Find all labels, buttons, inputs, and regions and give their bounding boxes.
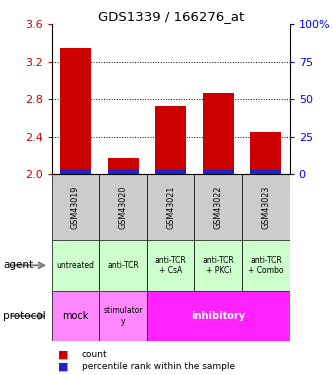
Bar bbox=[250, 169, 281, 174]
Bar bbox=[52, 291, 99, 341]
Text: anti-TCR
+ PKCi: anti-TCR + PKCi bbox=[202, 256, 234, 275]
Bar bbox=[242, 240, 290, 291]
Bar bbox=[99, 291, 147, 341]
Text: GSM43023: GSM43023 bbox=[261, 186, 270, 229]
Bar bbox=[147, 174, 194, 240]
Bar bbox=[203, 93, 234, 174]
Bar bbox=[108, 158, 139, 174]
Text: anti-TCR
+ Combo: anti-TCR + Combo bbox=[248, 256, 284, 275]
Text: GSM43019: GSM43019 bbox=[71, 186, 80, 229]
Bar bbox=[203, 169, 234, 174]
Bar bbox=[250, 132, 281, 174]
Text: mock: mock bbox=[62, 311, 89, 321]
Text: anti-TCR
+ CsA: anti-TCR + CsA bbox=[155, 256, 186, 275]
Bar bbox=[52, 240, 99, 291]
Text: untreated: untreated bbox=[56, 261, 95, 270]
Text: anti-TCR: anti-TCR bbox=[107, 261, 139, 270]
Bar bbox=[155, 106, 186, 174]
Bar bbox=[194, 240, 242, 291]
Text: agent: agent bbox=[3, 260, 33, 270]
Bar bbox=[155, 169, 186, 174]
Text: stimulator
y: stimulator y bbox=[103, 306, 143, 326]
Text: ■: ■ bbox=[58, 362, 69, 372]
Text: percentile rank within the sample: percentile rank within the sample bbox=[82, 362, 235, 371]
Bar bbox=[108, 169, 139, 174]
Bar bbox=[60, 169, 91, 174]
Title: GDS1339 / 166276_at: GDS1339 / 166276_at bbox=[98, 10, 244, 23]
Bar bbox=[60, 48, 91, 174]
Bar bbox=[99, 174, 147, 240]
Text: ■: ■ bbox=[58, 350, 69, 359]
Text: inhibitory: inhibitory bbox=[191, 311, 245, 321]
Bar bbox=[147, 291, 290, 341]
Bar bbox=[99, 240, 147, 291]
Bar bbox=[242, 174, 290, 240]
Bar bbox=[147, 240, 194, 291]
Bar bbox=[52, 174, 99, 240]
Text: GSM43020: GSM43020 bbox=[119, 186, 128, 229]
Text: GSM43021: GSM43021 bbox=[166, 186, 175, 229]
Text: count: count bbox=[82, 350, 107, 359]
Bar bbox=[194, 174, 242, 240]
Text: protocol: protocol bbox=[3, 311, 46, 321]
Text: GSM43022: GSM43022 bbox=[214, 186, 223, 229]
